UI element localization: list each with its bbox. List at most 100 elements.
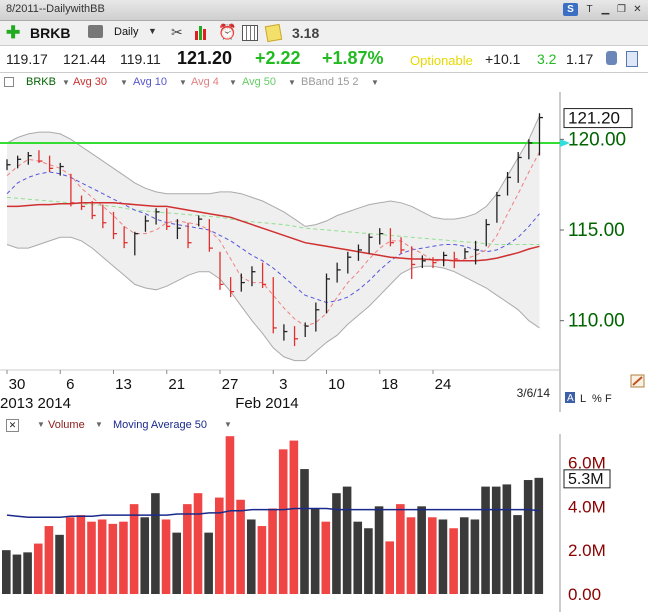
chevron-down-icon[interactable]: ▼ bbox=[148, 26, 157, 36]
price-bar bbox=[485, 219, 490, 247]
price-bar bbox=[379, 228, 384, 245]
linear-scale-icon: L bbox=[580, 393, 586, 405]
legend-avg10[interactable]: Avg 10 bbox=[133, 76, 168, 88]
volume-bar bbox=[342, 486, 352, 594]
volume-bar bbox=[364, 528, 373, 594]
legend-volume[interactable]: Volume bbox=[48, 419, 85, 431]
volume-bar bbox=[396, 504, 405, 594]
close-panel-icon[interactable]: ✕ bbox=[6, 419, 19, 432]
legend-avg4[interactable]: Avg 4 bbox=[191, 76, 219, 88]
price-bar bbox=[27, 152, 32, 165]
last-volume-label: 5.3M bbox=[568, 471, 604, 488]
database-icon[interactable] bbox=[606, 51, 617, 65]
quote-change: +2.22 bbox=[255, 48, 301, 68]
bband-upper-line bbox=[6, 115, 540, 227]
price-bar bbox=[272, 277, 277, 334]
volume-bar bbox=[278, 449, 288, 594]
volume-bar bbox=[481, 486, 490, 594]
alarm-clock-icon[interactable]: ⏰ bbox=[218, 24, 237, 41]
page-icon[interactable] bbox=[626, 51, 638, 67]
volume-bar bbox=[119, 521, 128, 594]
volume-bar bbox=[385, 541, 394, 594]
volume-tick-label: 4.0M bbox=[568, 497, 606, 516]
price-bar bbox=[102, 204, 107, 229]
price-bar bbox=[347, 251, 352, 274]
legend-arrows: ▼ bbox=[229, 78, 237, 87]
quote-high: 121.44 bbox=[63, 51, 106, 67]
restore-icon[interactable]: ❐ bbox=[617, 4, 626, 15]
legend-volume-ma[interactable]: Moving Average 50 bbox=[113, 419, 207, 431]
price-bar bbox=[442, 251, 448, 267]
price-bar bbox=[70, 173, 75, 207]
legend-avg30[interactable]: Avg 30 bbox=[73, 76, 108, 88]
price-bar bbox=[538, 113, 543, 156]
toolbar-value: 3.18 bbox=[292, 25, 320, 41]
period-select[interactable]: Daily bbox=[114, 26, 139, 38]
volume-bar bbox=[183, 504, 192, 594]
price-bar bbox=[48, 155, 54, 172]
y-tick-label: 115.00 bbox=[568, 220, 625, 241]
price-bar bbox=[38, 150, 43, 163]
price-bar bbox=[400, 237, 405, 254]
last-price-box bbox=[563, 108, 633, 129]
quote-v1: +10.1 bbox=[485, 51, 521, 67]
quote-open: 119.17 bbox=[6, 51, 48, 67]
last-date-label: 3/6/14 bbox=[517, 386, 551, 400]
note-icon[interactable] bbox=[264, 23, 283, 43]
price-bar bbox=[336, 262, 341, 283]
legend-symbol[interactable]: BRKB bbox=[26, 76, 56, 88]
volume-bar bbox=[172, 532, 181, 594]
price-bar bbox=[368, 233, 373, 254]
volume-bar bbox=[374, 506, 384, 594]
price-bar bbox=[251, 266, 256, 287]
fit-scale-icon: F bbox=[605, 393, 612, 405]
price-bar bbox=[261, 262, 267, 289]
printer-icon[interactable] bbox=[88, 25, 103, 38]
volume-bar bbox=[108, 523, 118, 594]
volume-bar bbox=[491, 486, 501, 594]
volume-bar bbox=[449, 528, 458, 594]
price-bar bbox=[6, 159, 11, 171]
minimize-icon[interactable]: ▁ bbox=[601, 4, 610, 15]
x-tick-label: 27 bbox=[222, 376, 239, 393]
x-tick-label: 3 bbox=[279, 376, 287, 393]
month-label: 2013 2014 bbox=[0, 395, 71, 412]
symbol-label[interactable]: BRKB bbox=[30, 25, 71, 41]
volume-bar bbox=[236, 499, 245, 594]
tools-icon[interactable]: ✂ bbox=[171, 24, 183, 40]
price-bar bbox=[432, 257, 437, 269]
bar-chart-icon[interactable] bbox=[194, 24, 208, 40]
volume-bar bbox=[438, 519, 448, 594]
price-bar bbox=[474, 240, 480, 265]
volume-bar bbox=[470, 519, 480, 594]
legend-bband[interactable]: BBand 15 2 bbox=[301, 76, 359, 88]
s-menu-icon[interactable]: S bbox=[563, 3, 578, 16]
volume-bar bbox=[523, 480, 533, 594]
price-bar bbox=[421, 255, 426, 269]
close-icon[interactable]: ✕ bbox=[633, 4, 642, 15]
legend-arrows: ▼ bbox=[120, 78, 128, 87]
avg50-line bbox=[6, 196, 540, 245]
price-bar bbox=[198, 215, 203, 227]
level-marker bbox=[560, 138, 570, 147]
price-bar bbox=[219, 251, 224, 290]
volume-chart[interactable]: 0.00 2.0M 4.0M 6.0M5.3M bbox=[0, 434, 648, 612]
volume-bar bbox=[406, 517, 416, 594]
t-menu-icon[interactable]: T bbox=[586, 4, 593, 15]
volume-bar bbox=[321, 521, 331, 594]
legend-arrows: ▼ bbox=[288, 78, 296, 87]
price-bar bbox=[283, 324, 288, 341]
volume-bar bbox=[289, 440, 299, 594]
legend-avg50[interactable]: Avg 50 bbox=[242, 76, 277, 88]
add-symbol-icon[interactable]: ✚ bbox=[6, 23, 21, 42]
quote-v2: 3.2 bbox=[537, 51, 557, 67]
bollinger-band-fill bbox=[7, 115, 540, 361]
quote-v3: 1.17 bbox=[566, 51, 594, 67]
volume-bar bbox=[97, 519, 107, 594]
volume-bar bbox=[193, 493, 203, 594]
price-bar bbox=[304, 322, 309, 337]
collapse-panel-icon[interactable] bbox=[4, 77, 14, 87]
price-bar bbox=[187, 222, 192, 249]
grid-icon[interactable] bbox=[242, 25, 258, 41]
